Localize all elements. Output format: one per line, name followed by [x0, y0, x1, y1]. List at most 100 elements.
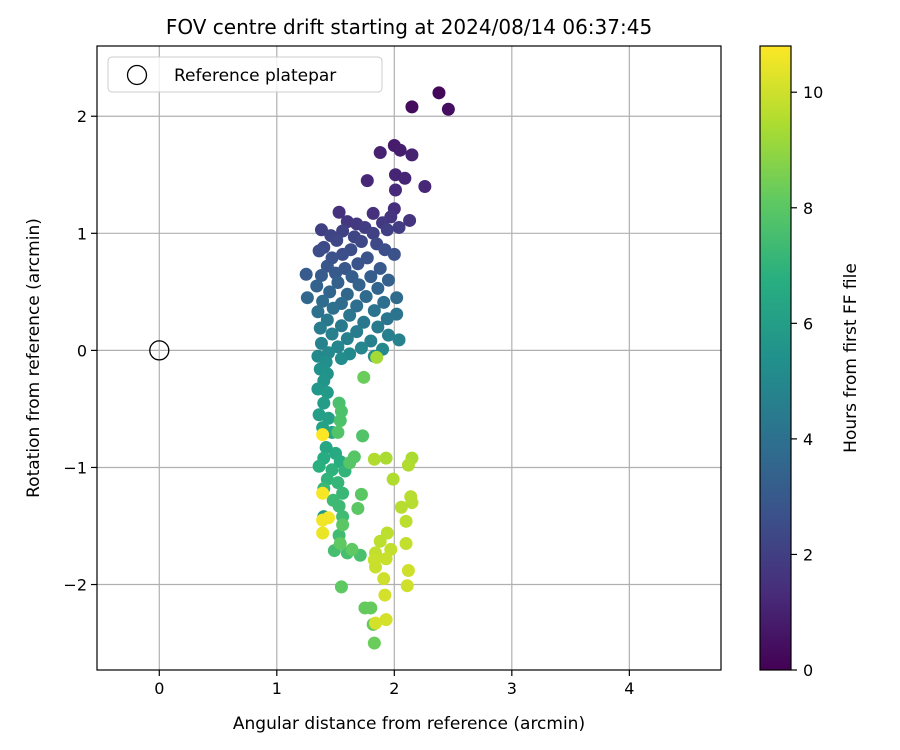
data-point [394, 500, 408, 514]
data-point [351, 257, 365, 271]
colorbar-tick-label: 2 [803, 545, 813, 564]
data-point [371, 281, 385, 295]
data-point [333, 537, 347, 551]
chart-title: FOV centre drift starting at 2024/08/14 … [166, 15, 652, 39]
data-point [354, 487, 368, 501]
x-tick-label: 1 [272, 679, 282, 698]
data-point [373, 534, 387, 548]
data-point [322, 511, 336, 525]
data-point [326, 301, 340, 315]
data-point [340, 332, 354, 346]
data-point [367, 636, 381, 650]
legend-marker-reference [126, 64, 148, 86]
data-point [398, 171, 412, 185]
x-tick-label: 0 [154, 679, 164, 698]
y-tick-label: 2 [77, 107, 87, 126]
legend: Reference platepar [107, 56, 383, 93]
data-point [441, 102, 455, 116]
data-point [331, 476, 345, 490]
data-point [345, 542, 359, 556]
reference-marker [149, 340, 170, 361]
data-point [332, 205, 346, 219]
data-point [359, 290, 373, 304]
data-point [311, 305, 325, 319]
data-point [332, 499, 346, 513]
x-tick-label: 3 [507, 679, 517, 698]
data-point [370, 350, 384, 364]
data-point [387, 247, 401, 261]
data-point [322, 411, 336, 425]
data-point [366, 206, 380, 220]
colorbar-tick-label: 6 [803, 314, 813, 333]
data-point [343, 456, 357, 470]
data-point [300, 291, 314, 305]
colorbar-tick-label: 8 [803, 199, 813, 218]
data-point [317, 396, 331, 410]
y-tick-label: −1 [63, 458, 87, 477]
legend-box [107, 56, 383, 93]
data-point [320, 386, 334, 400]
data-point [405, 148, 419, 162]
y-tick-label: 0 [77, 341, 87, 360]
data-point [379, 552, 393, 566]
data-point [316, 294, 330, 308]
data-point [336, 518, 350, 532]
data-point [381, 328, 395, 342]
x-tick-label: 2 [389, 679, 399, 698]
y-axis-label: Rotation from reference (arcmin) [24, 218, 44, 498]
data-point [386, 472, 400, 486]
data-point [367, 304, 381, 318]
data-point [378, 588, 392, 602]
data-point [380, 223, 394, 237]
data-point [401, 563, 415, 577]
data-point [314, 223, 328, 237]
data-point [357, 315, 371, 329]
data-point [334, 352, 348, 366]
data-point [369, 560, 383, 574]
data-point [366, 226, 380, 240]
data-point [377, 572, 391, 586]
data-point [354, 235, 368, 249]
y-axis-ticks: −2 −1 0 1 2 [63, 107, 97, 595]
data-point [350, 299, 364, 313]
data-point [333, 414, 347, 428]
data-point [364, 334, 378, 348]
data-point [392, 333, 406, 347]
data-point [313, 321, 327, 335]
data-point [379, 451, 393, 465]
data-point [401, 458, 415, 472]
data-point [336, 224, 350, 238]
colorbar: 0 2 4 6 8 10 Hours from first FF file [759, 45, 861, 680]
data-point [392, 220, 406, 234]
data-point [377, 295, 391, 309]
data-point [364, 601, 378, 615]
data-point [364, 270, 378, 284]
data-point [356, 429, 370, 443]
data-point [325, 327, 339, 341]
data-point [369, 616, 383, 630]
data-point [330, 233, 344, 247]
data-point [331, 340, 345, 354]
colorbar-gradient [759, 45, 792, 671]
data-point [367, 452, 381, 466]
data-point [403, 213, 417, 227]
plot-area [96, 45, 722, 671]
data-point [418, 179, 432, 193]
data-point [371, 320, 385, 334]
data-point [319, 441, 333, 455]
data-point [399, 537, 413, 551]
data-point [340, 287, 354, 301]
plot-frame [96, 45, 722, 671]
y-tick-label: 1 [77, 224, 87, 243]
data-point [352, 278, 366, 292]
data-point [399, 514, 413, 528]
y-tick-label: −2 [63, 576, 87, 595]
data-point [388, 183, 402, 197]
data-point [314, 336, 328, 350]
data-points [299, 86, 455, 650]
colorbar-ticks: 0 2 4 6 8 10 [791, 83, 823, 680]
x-axis-ticks: 0 1 2 3 4 [154, 670, 634, 698]
data-point [405, 100, 419, 114]
colorbar-tick-label: 0 [803, 661, 813, 680]
